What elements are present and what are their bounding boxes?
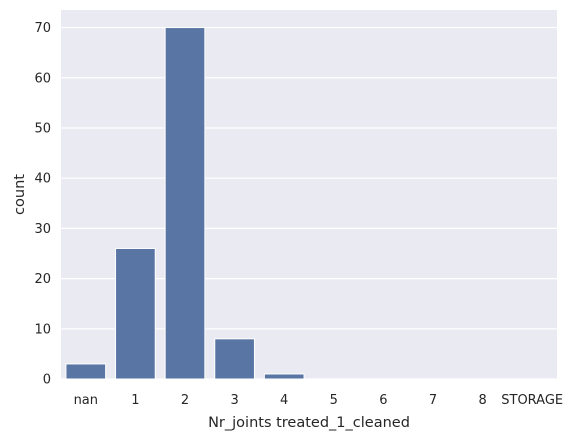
x-tick-label: STORAGE	[501, 393, 563, 408]
x-tick-label: nan	[74, 393, 98, 408]
bar-3	[214, 338, 255, 380]
y-tick-label: 50	[34, 121, 51, 136]
y-tick-label: 0	[43, 373, 51, 388]
y-axis-label: count	[12, 174, 28, 215]
x-tick-label: 4	[280, 393, 288, 408]
y-tick-label: 60	[34, 71, 51, 86]
bar-2	[164, 27, 206, 380]
x-tick-label: 3	[230, 393, 238, 408]
x-tick-label: 6	[379, 393, 387, 408]
y-tick-label: 30	[34, 222, 51, 237]
x-tick-label: 7	[429, 393, 437, 408]
bars	[65, 27, 305, 380]
bar-4	[263, 373, 305, 380]
y-tick-label: 20	[34, 272, 51, 287]
y-tick-label: 10	[34, 322, 51, 337]
x-tick-label: 2	[181, 393, 189, 408]
bar-1	[115, 247, 156, 380]
y-tick-labels: 0 10 20 30 40 50 60 70	[34, 21, 51, 387]
x-tick-label: 8	[478, 393, 486, 408]
x-tick-label: 5	[330, 393, 338, 408]
x-tick-label: 1	[131, 393, 139, 408]
y-tick-label: 70	[34, 21, 51, 36]
bar-nan	[65, 363, 107, 380]
x-axis-label: Nr_joints treated_1_cleaned	[208, 415, 410, 431]
y-tick-label: 40	[34, 172, 51, 187]
x-tick-labels: nan 1 2 3 4 5 6 7 8 STORAGE	[74, 393, 564, 408]
